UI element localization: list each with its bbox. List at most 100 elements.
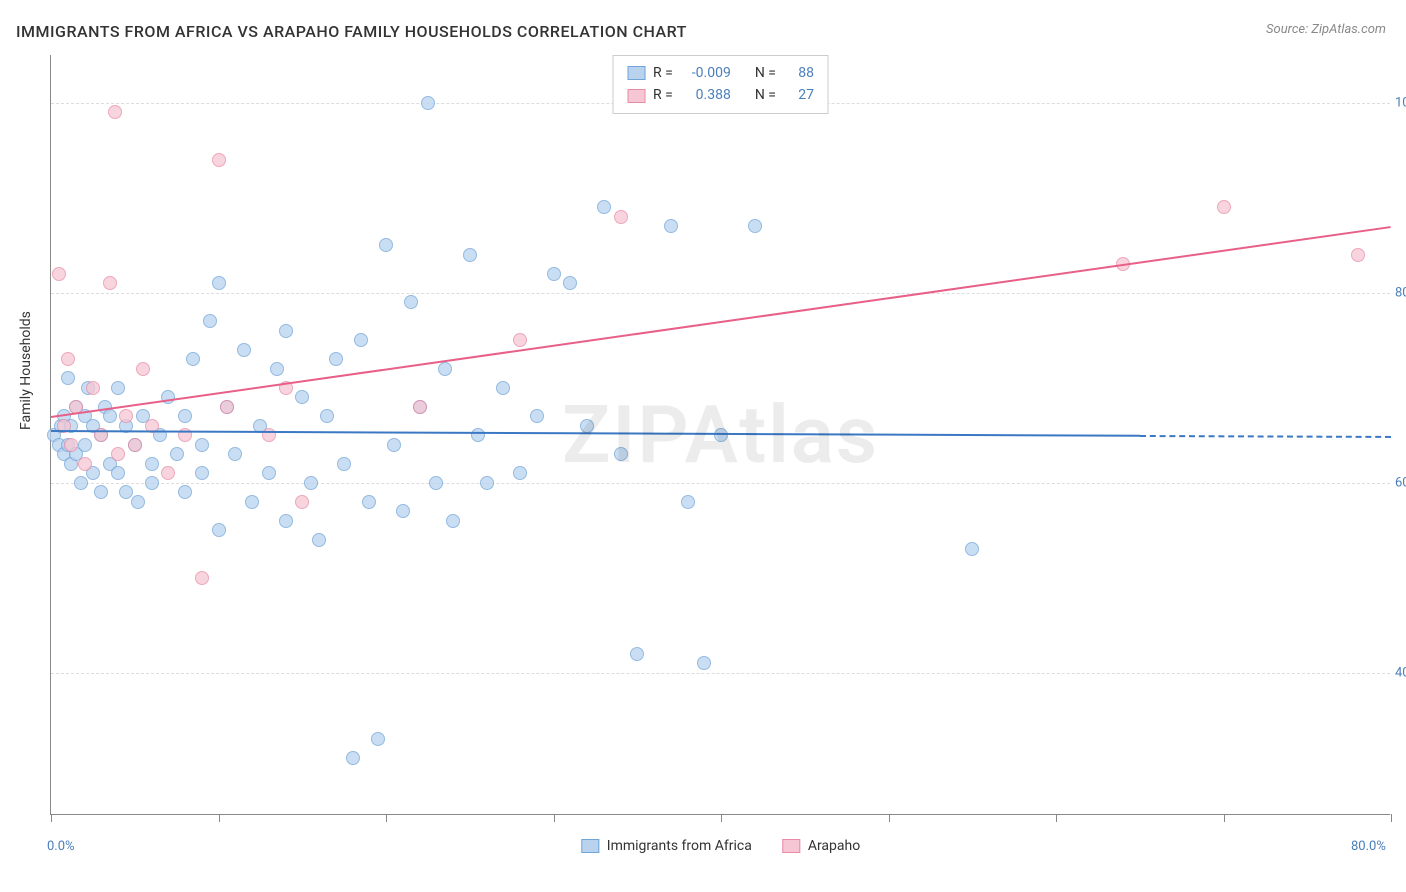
scatter-point <box>111 447 125 461</box>
source-attribution: Source: ZipAtlas.com <box>1266 22 1386 37</box>
x-tick <box>889 814 890 822</box>
x-tick <box>721 814 722 822</box>
scatter-point <box>748 219 762 233</box>
scatter-point <box>1217 200 1231 214</box>
y-tick-label: 100.0% <box>1395 95 1406 110</box>
scatter-point <box>714 428 728 442</box>
scatter-point <box>312 533 326 547</box>
y-tick-label: 60.0% <box>1395 475 1406 490</box>
scatter-point <box>965 542 979 556</box>
scatter-point <box>145 457 159 471</box>
scatter-point <box>270 362 284 376</box>
scatter-point <box>496 381 510 395</box>
y-axis-label: Family Households <box>18 311 34 430</box>
scatter-point <box>220 400 234 414</box>
scatter-point <box>131 495 145 509</box>
scatter-point <box>203 314 217 328</box>
x-tick <box>554 814 555 822</box>
scatter-point <box>170 447 184 461</box>
scatter-point <box>86 381 100 395</box>
scatter-point <box>195 466 209 480</box>
scatter-point <box>304 476 318 490</box>
scatter-point <box>547 267 561 281</box>
scatter-point <box>597 200 611 214</box>
scatter-point <box>446 514 460 528</box>
scatter-point <box>237 343 251 357</box>
x-tick <box>1391 814 1392 822</box>
scatter-point <box>245 495 259 509</box>
scatter-point <box>463 248 477 262</box>
trend-line <box>51 430 1140 437</box>
legend-r-label: R = <box>653 84 673 106</box>
scatter-point <box>78 457 92 471</box>
plot-area: ZIPAtlas R =-0.009N =88R =0.388N =27 Imm… <box>50 55 1390 815</box>
scatter-point <box>329 352 343 366</box>
scatter-point <box>1351 248 1365 262</box>
legend-r-label: R = <box>653 62 673 84</box>
scatter-point <box>78 438 92 452</box>
scatter-point <box>471 428 485 442</box>
scatter-point <box>279 514 293 528</box>
trend-line <box>51 226 1391 418</box>
scatter-point <box>52 267 66 281</box>
legend-correlation-row: R = 0.388 N = 27 <box>627 84 814 106</box>
legend-swatch <box>782 839 800 853</box>
chart-title: IMMIGRANTS FROM AFRICA VS ARAPAHO FAMILY… <box>16 22 687 41</box>
scatter-point <box>664 219 678 233</box>
legend-n-label: N = <box>755 84 776 106</box>
gridline-horizontal <box>51 293 1390 294</box>
x-tick <box>1056 814 1057 822</box>
scatter-point <box>145 476 159 490</box>
legend-swatch <box>627 66 645 80</box>
scatter-point <box>513 333 527 347</box>
scatter-point <box>161 466 175 480</box>
legend-n-value: 27 <box>784 84 814 106</box>
x-tick <box>1224 814 1225 822</box>
scatter-point <box>354 333 368 347</box>
legend-series-item: Immigrants from Africa <box>581 838 752 854</box>
x-tick <box>386 814 387 822</box>
x-tick <box>219 814 220 822</box>
scatter-point <box>346 751 360 765</box>
scatter-point <box>103 276 117 290</box>
scatter-point <box>421 96 435 110</box>
legend-series-item: Arapaho <box>782 838 860 854</box>
legend-correlation-row: R =-0.009N =88 <box>627 62 814 84</box>
legend-series-label: Arapaho <box>808 838 860 854</box>
scatter-point <box>103 409 117 423</box>
scatter-point <box>337 457 351 471</box>
scatter-point <box>61 371 75 385</box>
scatter-point <box>111 381 125 395</box>
x-tick <box>51 814 52 822</box>
scatter-point <box>429 476 443 490</box>
legend-swatch <box>627 89 645 103</box>
x-tick-label: 80.0% <box>1351 839 1386 854</box>
scatter-point <box>186 352 200 366</box>
scatter-point <box>404 295 418 309</box>
scatter-point <box>681 495 695 509</box>
x-tick-label: 0.0% <box>47 839 75 854</box>
scatter-point <box>438 362 452 376</box>
scatter-point <box>212 153 226 167</box>
scatter-point <box>295 495 309 509</box>
scatter-point <box>614 210 628 224</box>
scatter-point <box>64 438 78 452</box>
scatter-point <box>362 495 376 509</box>
gridline-horizontal <box>51 673 1390 674</box>
scatter-point <box>111 466 125 480</box>
scatter-point <box>262 466 276 480</box>
legend-r-value: -0.009 <box>681 62 731 84</box>
scatter-point <box>563 276 577 290</box>
scatter-point <box>195 571 209 585</box>
scatter-point <box>94 485 108 499</box>
scatter-point <box>136 362 150 376</box>
y-tick-label: 40.0% <box>1395 665 1406 680</box>
legend-r-value: 0.388 <box>681 84 731 106</box>
legend-swatch <box>581 839 599 853</box>
legend-correlation-box: R =-0.009N =88R =0.388N =27 <box>612 55 829 114</box>
scatter-point <box>480 476 494 490</box>
scatter-point <box>212 276 226 290</box>
scatter-point <box>119 409 133 423</box>
scatter-point <box>178 485 192 499</box>
legend-series: Immigrants from Africa Arapaho <box>581 838 860 854</box>
